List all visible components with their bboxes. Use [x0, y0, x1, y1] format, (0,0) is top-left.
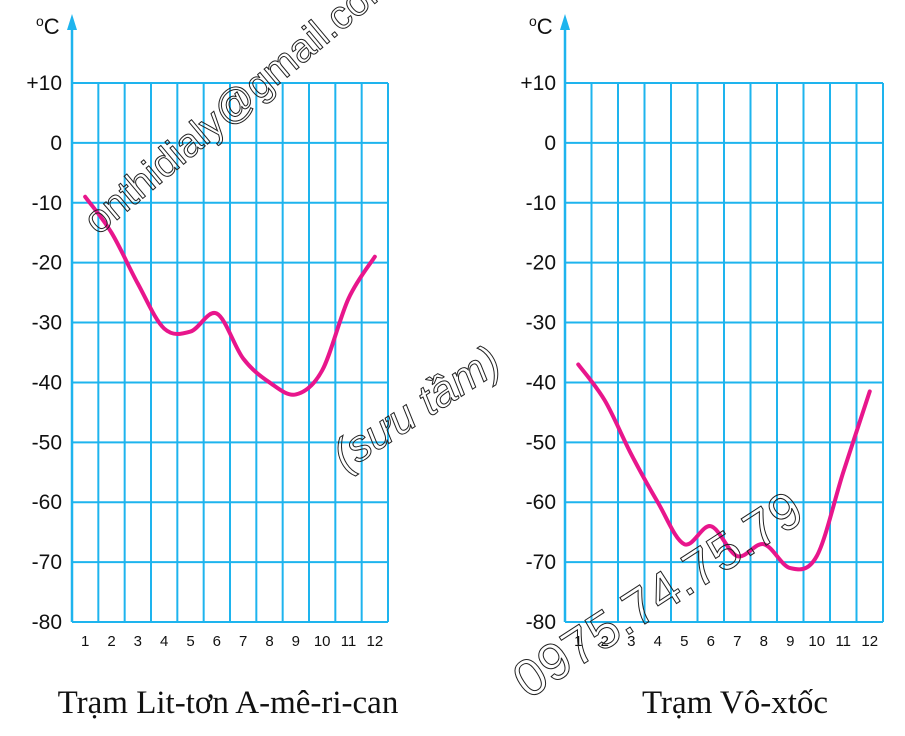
y-tick-label: -50 [32, 431, 62, 454]
watermark-phone: 0975.74.75.79 [503, 480, 813, 710]
chart-vostok: oC Trạm Vô-xtốc +10 0 -10 -20 -30 -40 -50 -60 -7… [520, 13, 884, 721]
x-tick-label: 2 [601, 633, 609, 650]
x-tick-label: 11 [835, 633, 851, 650]
x-tick-label: 7 [733, 633, 741, 650]
y-tick-label: -10 [526, 192, 556, 215]
x-tick-label: 5 [680, 633, 688, 650]
x-tick-label: 2 [107, 633, 115, 650]
y-tick-label: -10 [32, 192, 62, 215]
x-tick-label: 1 [81, 633, 89, 650]
x-tick-label: 4 [160, 633, 168, 650]
x-tick-label: 6 [707, 633, 715, 650]
y-tick-label: -30 [526, 312, 556, 335]
y-tick-label: -70 [32, 551, 62, 574]
y-tick-label: -60 [32, 491, 62, 514]
x-tick-label: 1 [574, 633, 582, 650]
x-tick-label: 9 [786, 633, 794, 650]
y-tick-label: +10 [520, 72, 556, 95]
x-tick-label: 12 [366, 633, 383, 650]
y-tick-label: 0 [50, 132, 62, 155]
x-tick-label: 8 [760, 633, 768, 650]
x-tick-label: 12 [861, 633, 878, 650]
y-tick-label: -30 [32, 312, 62, 335]
x-tick-label: 10 [314, 633, 331, 650]
watermark-note: (sưu tầm) [324, 336, 509, 480]
y-tick-label: +10 [26, 72, 62, 95]
y-tick-label: -20 [526, 252, 556, 275]
x-tick-label: 9 [292, 633, 300, 650]
y-tick-label: -50 [526, 431, 556, 454]
unit-label-right: oC [529, 13, 553, 39]
x-tick-label: 8 [265, 633, 273, 650]
x-tick-label: 10 [808, 633, 825, 650]
temperature-line [83, 194, 377, 397]
chart-title-left: Trạm Lit-tơn A-mê-ri-can [58, 685, 399, 721]
x-tick-label: 3 [134, 633, 142, 650]
chart-litton-americaine: oC Trạm Lit-tơn A-mê-ri-can +10 0 -10 -20 -3… [26, 13, 398, 721]
y-axis-arrow-icon [560, 14, 570, 30]
y-tick-label: -60 [526, 491, 556, 514]
y-tick-label: -40 [526, 371, 556, 394]
x-tick-label: 6 [213, 633, 221, 650]
unit-label-left: oC [36, 13, 60, 39]
y-tick-label: -20 [32, 252, 62, 275]
x-tick-label: 7 [239, 633, 247, 650]
x-tick-label: 11 [341, 633, 357, 650]
watermarks: onthidialy@gmail.com (sưu tầm) 0975.74.7… [75, 0, 814, 711]
y-tick-label: 0 [544, 132, 556, 155]
y-axis-arrow-icon [67, 14, 77, 30]
y-tick-label: -80 [32, 611, 62, 634]
y-tick-label: -40 [32, 371, 62, 394]
chart-title-right: Trạm Vô-xtốc [642, 685, 828, 721]
x-tick-label: 4 [654, 633, 662, 650]
x-tick-label: 5 [186, 633, 194, 650]
y-tick-label: -80 [526, 611, 556, 634]
x-tick-label: 3 [627, 633, 635, 650]
y-tick-label: -70 [526, 551, 556, 574]
